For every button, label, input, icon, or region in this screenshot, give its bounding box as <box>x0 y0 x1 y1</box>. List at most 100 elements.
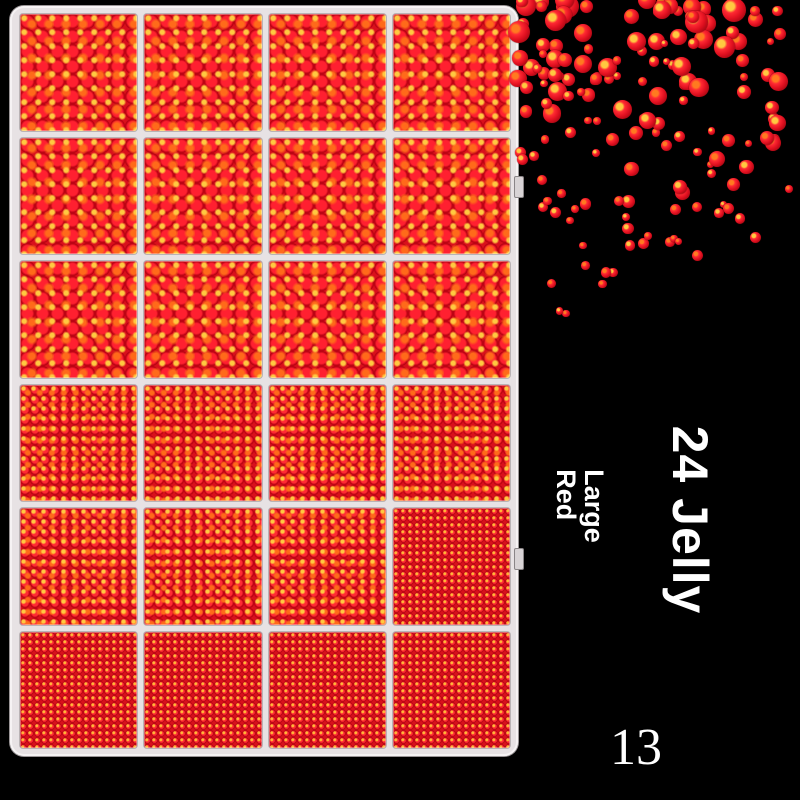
loose-rhinestone <box>665 237 676 247</box>
loose-rhinestone <box>626 31 646 52</box>
loose-rhinestone <box>545 9 567 32</box>
loose-rhinestone <box>737 84 752 99</box>
compartment <box>392 508 510 625</box>
loose-rhinestone <box>533 64 542 73</box>
loose-rhinestone <box>726 178 740 191</box>
loose-rhinestone <box>706 161 714 169</box>
loose-rhinestone <box>771 5 783 17</box>
compartment <box>268 384 386 501</box>
compartment <box>144 508 262 625</box>
loose-rhinestone <box>600 267 612 278</box>
loose-rhinestone <box>739 159 754 175</box>
compartment <box>144 14 262 131</box>
loose-rhinestone <box>543 196 552 206</box>
loose-rhinestone <box>520 105 533 118</box>
loose-rhinestone <box>639 111 657 130</box>
compartment <box>392 384 510 501</box>
loose-rhinestone <box>580 260 590 270</box>
loose-rhinestone <box>673 6 684 16</box>
box-latch <box>514 548 524 570</box>
loose-rhinestone <box>612 55 622 65</box>
loose-rhinestone <box>529 150 540 161</box>
loose-rhinestone <box>671 56 692 77</box>
loose-rhinestone <box>514 146 527 159</box>
loose-rhinestone <box>629 126 644 141</box>
loose-rhinestone <box>563 90 574 102</box>
product-number: 13 <box>610 719 662 776</box>
loose-rhinestone <box>769 115 786 132</box>
loose-rhinestone <box>566 216 574 224</box>
loose-rhinestone <box>604 74 615 85</box>
loose-rhinestone <box>624 161 640 177</box>
loose-rhinestone <box>624 8 640 24</box>
compartment-grid <box>20 14 510 748</box>
loose-rhinestone <box>555 307 563 315</box>
loose-rhinestone <box>689 78 709 98</box>
loose-rhinestone <box>706 168 717 179</box>
compartment <box>268 261 386 378</box>
loose-rhinestone <box>548 81 568 101</box>
loose-rhinestone <box>539 49 548 59</box>
loose-rhinestone <box>564 126 577 139</box>
loose-rhinestone <box>722 0 746 22</box>
compartment <box>20 137 138 254</box>
loose-rhinestone <box>670 234 678 243</box>
loose-rhinestone <box>547 68 562 83</box>
loose-rhinestone <box>536 37 550 52</box>
compartment <box>268 508 386 625</box>
loose-rhinestone <box>734 213 746 224</box>
loose-rhinestone <box>512 50 528 66</box>
loose-rhinestone <box>636 45 648 57</box>
compartment <box>20 14 138 131</box>
loose-rhinestone <box>679 96 688 106</box>
compartment <box>20 261 138 378</box>
loose-rhinestone <box>579 198 592 210</box>
rhinestone-organizer-box <box>10 6 518 756</box>
loose-rhinestone <box>750 6 760 16</box>
loose-rhinestone <box>686 10 700 23</box>
box-latch <box>514 176 524 198</box>
compartment <box>268 14 386 131</box>
loose-rhinestone <box>507 20 531 44</box>
loose-rhinestone <box>537 174 548 185</box>
loose-rhinestone <box>648 55 660 67</box>
compartment <box>144 261 262 378</box>
loose-rhinestone <box>688 37 699 49</box>
product-subtitle: Large Red <box>551 469 609 543</box>
loose-rhinestone <box>555 0 574 10</box>
subtitle-size: Large <box>579 469 609 543</box>
loose-rhinestone <box>691 250 704 262</box>
loose-rhinestone <box>622 212 631 221</box>
loose-rhinestone <box>517 153 529 165</box>
loose-rhinestone <box>597 57 617 77</box>
loose-rhinestone <box>661 39 669 47</box>
loose-rhinestone <box>558 52 573 67</box>
loose-rhinestone <box>592 116 601 125</box>
loose-rhinestone <box>549 39 564 54</box>
loose-rhinestone <box>726 26 739 39</box>
loose-rhinestone <box>648 87 667 106</box>
loose-rhinestone <box>637 76 647 86</box>
compartment <box>392 261 510 378</box>
loose-rhinestone <box>612 100 632 120</box>
loose-rhinestone <box>637 238 649 250</box>
loose-rhinestone <box>562 309 570 318</box>
loose-rhinestone <box>577 88 585 96</box>
loose-rhinestone <box>714 208 724 218</box>
loose-rhinestone <box>693 147 703 157</box>
compartment <box>392 14 510 131</box>
compartment <box>392 137 510 254</box>
loose-rhinestone <box>583 44 594 54</box>
loose-rhinestone <box>541 98 553 110</box>
loose-rhinestone <box>765 100 779 115</box>
loose-rhinestone <box>622 195 635 209</box>
loose-rhinestone <box>597 279 607 289</box>
loose-rhinestone <box>759 130 775 146</box>
product-title: 24 Jelly <box>662 425 718 615</box>
loose-rhinestone <box>722 133 736 147</box>
compartment <box>144 631 262 748</box>
loose-rhinestone <box>550 207 562 219</box>
loose-rhinestone <box>674 131 685 143</box>
loose-rhinestone <box>516 0 528 8</box>
